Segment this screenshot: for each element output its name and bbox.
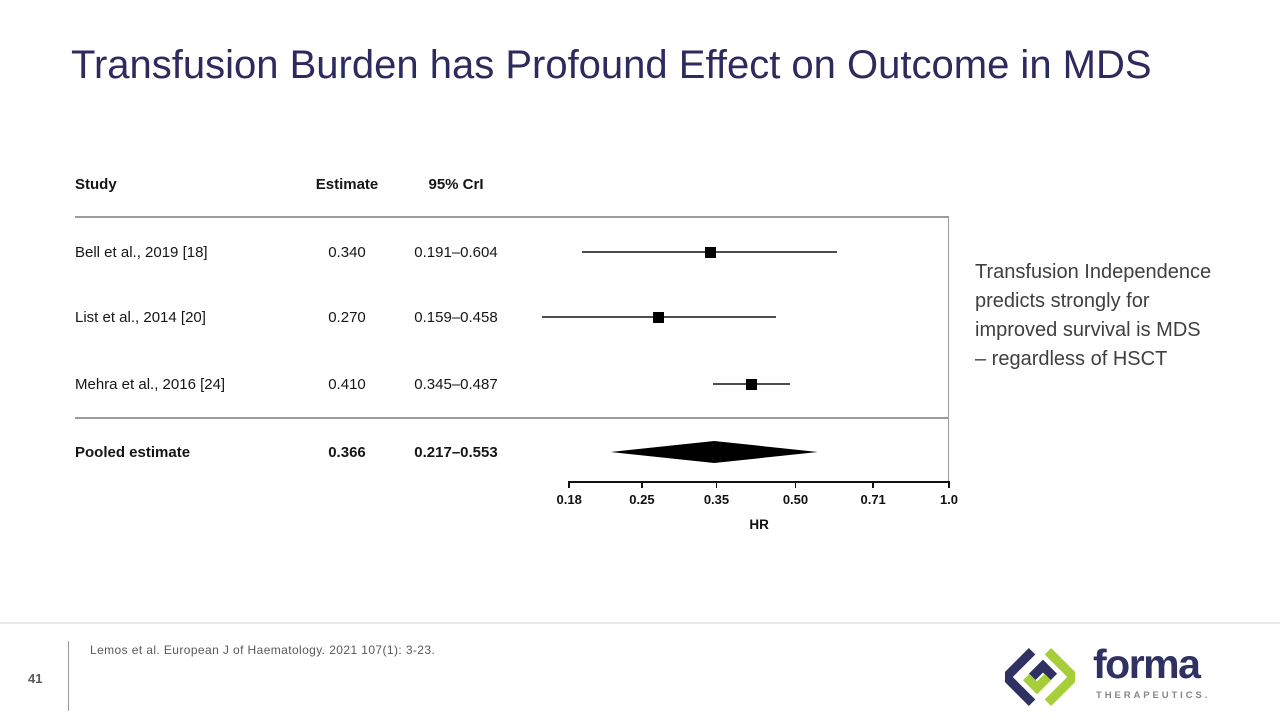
axis-tick	[568, 481, 570, 488]
axis-tick-label: 1.0	[939, 492, 959, 507]
axis-tick	[715, 481, 718, 488]
column-header-estimate: Estimate	[315, 176, 379, 193]
study-estimate: 0.410	[328, 376, 366, 393]
study-ci: 0.345–0.487	[414, 376, 498, 393]
side-note: Transfusion Independence predicts strong…	[975, 261, 1212, 370]
axis-tick-label: 0.25	[629, 492, 655, 507]
axis-title: HR	[749, 517, 769, 532]
pooled-ci: 0.217–0.553	[414, 444, 498, 461]
study-estimate: 0.270	[328, 309, 366, 326]
pooled-label: Pooled estimate	[75, 444, 191, 461]
axis-tick-label: 0.71	[860, 492, 886, 507]
ci-line	[582, 251, 838, 253]
footer-divider-line	[0, 622, 1280, 624]
column-header-study: Study	[75, 176, 117, 193]
study-estimate: 0.340	[328, 244, 366, 261]
logo-brand-text: forma	[1093, 641, 1201, 687]
axis-tick-label: 0.50	[782, 492, 809, 507]
citation-text: Lemos et al. European J of Haematology. …	[90, 643, 436, 657]
pooled-diamond	[610, 441, 818, 463]
study-ci: 0.191–0.604	[414, 244, 498, 261]
estimate-marker	[746, 378, 758, 390]
study-label: Bell et al., 2019 [18]	[75, 244, 208, 261]
axis-tick-label: 0.35	[703, 492, 730, 507]
plot-right-border	[947, 216, 950, 482]
slide-title: Transfusion Burden has Profound Effect o…	[71, 43, 1152, 87]
forma-logo-icon	[1005, 648, 1075, 706]
logo-sub-text: THERAPEUTICS.	[1096, 690, 1211, 701]
estimate-marker	[704, 246, 716, 258]
estimate-marker	[653, 311, 665, 323]
axis-line	[569, 481, 949, 483]
ci-line	[713, 383, 790, 385]
column-header-ci: 95% CrI	[428, 176, 484, 193]
forma-logo: forma THERAPEUTICS.	[1005, 640, 1245, 716]
pooled-estimate: 0.366	[328, 444, 366, 461]
table-top-rule	[75, 216, 949, 218]
study-label: Mehra et al., 2016 [24]	[75, 376, 226, 393]
axis-tick	[794, 481, 797, 488]
study-label: List et al., 2014 [20]	[75, 309, 206, 326]
footer-vertical-rule	[68, 641, 70, 711]
axis-tick	[641, 481, 643, 488]
study-ci: 0.159–0.458	[414, 309, 498, 326]
ci-line	[541, 316, 777, 318]
page-number: 41	[28, 671, 43, 686]
axis-tick	[948, 481, 950, 488]
axis-tick	[872, 481, 874, 488]
table-mid-rule	[75, 417, 949, 419]
axis-tick-label: 0.18	[556, 492, 582, 507]
